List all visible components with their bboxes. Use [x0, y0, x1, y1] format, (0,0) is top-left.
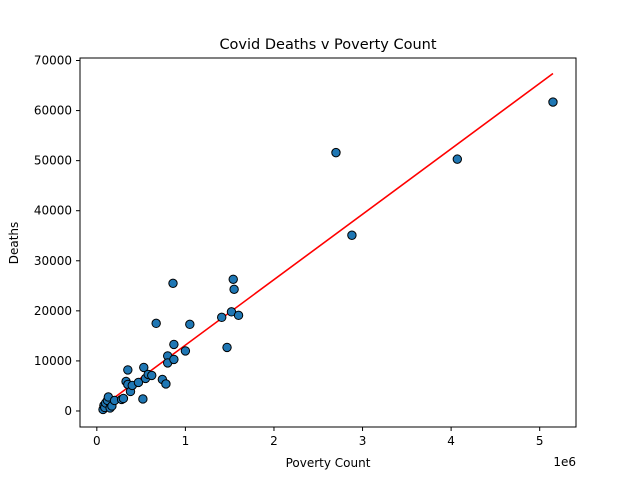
- y-axis-ticks: 0 10000 20000 30000 40000 50000 60000 70000: [34, 54, 80, 418]
- data-point: [229, 284, 239, 295]
- chart-title: Covid Deaths v Poverty Count: [219, 37, 436, 53]
- y-tick-label: 50000: [34, 154, 72, 168]
- data-point: [138, 394, 148, 404]
- plot-frame: [79, 57, 577, 428]
- y-tick-label: 10000: [34, 354, 72, 368]
- data-point: [217, 312, 227, 323]
- y-tick-label: 30000: [34, 254, 72, 268]
- data-point: [133, 377, 144, 388]
- plot-area: [80, 58, 576, 427]
- data-point: [180, 346, 191, 356]
- data-point: [151, 318, 161, 329]
- x-tick-label: 4: [447, 434, 455, 448]
- data-point: [139, 362, 149, 373]
- y-axis-label: Deaths: [7, 222, 21, 265]
- data-point: [222, 342, 232, 353]
- x-axis-ticks: 0 1 2 3 4 5: [93, 427, 544, 448]
- y-tick-label: 0: [64, 404, 72, 418]
- data-point: [452, 154, 463, 164]
- y-tick-label: 40000: [34, 204, 72, 218]
- data-point: [118, 393, 129, 404]
- data-point: [347, 230, 357, 240]
- x-axis-label: Poverty Count: [286, 456, 371, 470]
- data-point: [233, 310, 244, 321]
- x-tick-label: 3: [359, 434, 367, 448]
- fit-line-layer: [102, 72, 554, 407]
- y-tick-label: 20000: [34, 304, 72, 318]
- data-point: [169, 354, 179, 365]
- data-point: [161, 379, 171, 389]
- data-points: [98, 97, 558, 415]
- data-point: [548, 97, 558, 107]
- data-point: [123, 365, 133, 375]
- data-point: [228, 274, 238, 284]
- x-axis-offset-label: 1e6: [553, 455, 576, 469]
- y-tick-label: 70000: [34, 54, 72, 68]
- x-tick-label: 5: [536, 434, 544, 448]
- data-point: [169, 339, 179, 350]
- data-point: [185, 319, 195, 330]
- regression-line: [102, 72, 554, 407]
- data-point: [331, 147, 341, 158]
- x-tick-label: 2: [270, 434, 278, 448]
- data-point: [168, 278, 178, 289]
- x-tick-label: 0: [93, 434, 101, 448]
- data-point: [147, 370, 157, 381]
- x-tick-label: 1: [182, 434, 190, 448]
- y-tick-label: 60000: [34, 104, 72, 118]
